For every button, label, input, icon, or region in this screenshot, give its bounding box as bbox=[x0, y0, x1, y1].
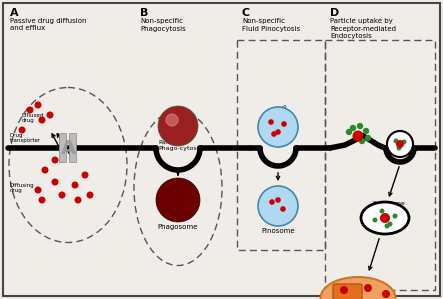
Text: D: D bbox=[330, 8, 339, 18]
Circle shape bbox=[365, 135, 371, 141]
Circle shape bbox=[74, 196, 82, 204]
Circle shape bbox=[51, 179, 58, 185]
Circle shape bbox=[373, 217, 377, 222]
Circle shape bbox=[340, 286, 348, 294]
Circle shape bbox=[357, 123, 363, 129]
FancyBboxPatch shape bbox=[59, 133, 66, 162]
FancyBboxPatch shape bbox=[333, 284, 362, 299]
Circle shape bbox=[27, 106, 34, 114]
Circle shape bbox=[396, 140, 404, 148]
Circle shape bbox=[350, 125, 356, 131]
Circle shape bbox=[35, 187, 42, 193]
Circle shape bbox=[359, 138, 365, 144]
Circle shape bbox=[86, 191, 93, 199]
Ellipse shape bbox=[361, 202, 409, 234]
Circle shape bbox=[387, 131, 413, 157]
Circle shape bbox=[156, 178, 200, 222]
Circle shape bbox=[269, 199, 275, 205]
Circle shape bbox=[401, 140, 407, 144]
Text: Particle uptake by
Receptor-mediated
Endocytosis: Particle uptake by Receptor-mediated End… bbox=[330, 18, 396, 39]
Bar bbox=[237, 40, 325, 250]
Text: B: B bbox=[140, 8, 148, 18]
Circle shape bbox=[58, 191, 66, 199]
Ellipse shape bbox=[320, 277, 396, 299]
Circle shape bbox=[71, 181, 78, 188]
Text: Non-specific
Phagocytosis: Non-specific Phagocytosis bbox=[140, 18, 186, 31]
Circle shape bbox=[396, 146, 401, 150]
Circle shape bbox=[392, 213, 397, 219]
Circle shape bbox=[353, 130, 364, 141]
Text: Diffusing
drug: Diffusing drug bbox=[10, 183, 35, 193]
Circle shape bbox=[281, 121, 287, 127]
Text: Effluxed
drug: Effluxed drug bbox=[22, 113, 44, 123]
Text: Particle
Phago-cytosis: Particle Phago-cytosis bbox=[158, 140, 202, 151]
Text: Pinosome: Pinosome bbox=[261, 228, 295, 234]
Circle shape bbox=[258, 107, 298, 147]
Circle shape bbox=[82, 172, 89, 179]
Circle shape bbox=[19, 126, 26, 133]
Circle shape bbox=[363, 128, 369, 134]
Circle shape bbox=[382, 290, 390, 298]
Text: C: C bbox=[242, 8, 250, 18]
Circle shape bbox=[51, 156, 58, 164]
Circle shape bbox=[158, 106, 198, 146]
Circle shape bbox=[385, 223, 389, 228]
Circle shape bbox=[39, 117, 46, 123]
Circle shape bbox=[275, 197, 281, 203]
Text: Drug
transporter: Drug transporter bbox=[10, 132, 41, 144]
Text: A: A bbox=[10, 8, 19, 18]
Text: Particle: Particle bbox=[280, 104, 293, 122]
Circle shape bbox=[346, 129, 352, 135]
Circle shape bbox=[35, 101, 42, 109]
Circle shape bbox=[47, 112, 54, 118]
Circle shape bbox=[271, 131, 277, 137]
FancyBboxPatch shape bbox=[70, 133, 77, 162]
Circle shape bbox=[268, 119, 274, 125]
Text: Passive drug diffusion
and efflux: Passive drug diffusion and efflux bbox=[10, 18, 86, 31]
Circle shape bbox=[380, 208, 385, 213]
Circle shape bbox=[258, 186, 298, 226]
Circle shape bbox=[393, 138, 399, 144]
Circle shape bbox=[388, 222, 392, 227]
Circle shape bbox=[42, 167, 48, 173]
Circle shape bbox=[275, 129, 281, 135]
Circle shape bbox=[166, 114, 178, 126]
Text: Non-specific
Fluid Pinocytosis: Non-specific Fluid Pinocytosis bbox=[242, 18, 300, 31]
Bar bbox=[325, 40, 435, 290]
Circle shape bbox=[39, 196, 46, 204]
Text: A: A bbox=[60, 138, 76, 158]
Text: Endosome: Endosome bbox=[372, 201, 405, 206]
Circle shape bbox=[380, 213, 390, 223]
Circle shape bbox=[364, 284, 372, 292]
Text: Phagosome: Phagosome bbox=[158, 224, 198, 230]
Circle shape bbox=[280, 206, 286, 212]
